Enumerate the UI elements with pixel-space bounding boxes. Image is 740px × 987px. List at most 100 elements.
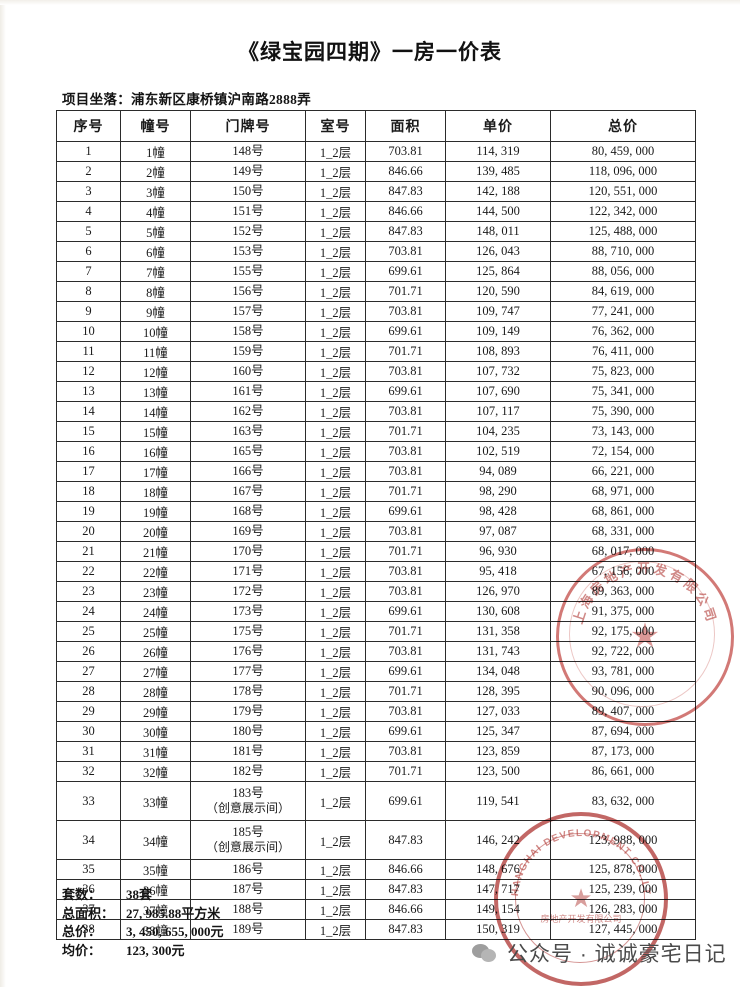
cell-total-price: 88, 056, 000 <box>550 261 696 282</box>
cell-total-price: 89, 407, 000 <box>550 701 696 722</box>
cell-unit-price: 131, 358 <box>445 621 551 642</box>
table-row: 8 8幢 156号 1_2层 701.71 120, 590 84, 619, 000 <box>56 281 696 302</box>
cell-room: 1_2层 <box>305 541 366 562</box>
cell-building: 15幢 <box>120 421 191 442</box>
cell-room: 1_2层 <box>305 681 366 702</box>
cell-room: 1_2层 <box>305 481 366 502</box>
door-number-main: 180号 <box>232 723 264 738</box>
cell-room: 1_2层 <box>305 621 366 642</box>
cell-door-number: 179号 <box>190 701 306 722</box>
cell-seq: 9 <box>56 301 121 322</box>
cell-building: 20幢 <box>120 521 191 542</box>
cell-room: 1_2层 <box>305 521 366 542</box>
door-number-main: 149号 <box>232 163 264 178</box>
cell-building: 18幢 <box>120 481 191 502</box>
cell-room: 1_2层 <box>305 401 366 422</box>
door-number-main: 185号 <box>232 824 264 839</box>
cell-area: 847.83 <box>365 181 446 202</box>
cell-unit-price: 148, 676 <box>445 859 551 880</box>
cell-area: 703.81 <box>365 361 446 382</box>
cell-total-price: 68, 017, 000 <box>550 541 696 562</box>
cell-total-price: 93, 781, 000 <box>550 661 696 682</box>
table-row: 24 24幢 173号 1_2层 699.61 130, 608 91, 375, 000 <box>56 601 696 622</box>
cell-building: 22幢 <box>120 561 191 582</box>
summary-row-total: 总价： 3, 450, 655, 000元 <box>62 923 224 942</box>
table-row: 4 4幢 151号 1_2层 846.66 144, 500 122, 342, 000 <box>56 201 696 222</box>
summary-value-average: 123, 300元 <box>126 942 185 958</box>
door-number-main: 186号 <box>232 861 264 876</box>
cell-building: 8幢 <box>120 281 191 302</box>
cell-building: 9幢 <box>120 301 191 322</box>
cell-building: 32幢 <box>120 761 191 782</box>
cell-room: 1_2层 <box>305 501 366 522</box>
price-table: 序号 幢号 门牌号 室号 面积 单价 总价 1 1幢 148号 1_2层 703.81 1… <box>56 110 696 940</box>
table-row: 20 20幢 169号 1_2层 703.81 97, 087 68, 331, 000 <box>56 521 696 542</box>
cell-total-price: 91, 375, 000 <box>550 601 696 622</box>
cell-total-price: 118, 096, 000 <box>550 161 696 182</box>
summary-row-average: 均价： 123, 300元 <box>62 942 224 961</box>
cell-seq: 2 <box>56 161 121 182</box>
cell-door-number: 173号 <box>190 601 306 622</box>
cell-seq: 3 <box>56 181 121 202</box>
wechat-icon <box>472 943 498 963</box>
cell-room: 1_2层 <box>305 241 366 262</box>
cell-building: 24幢 <box>120 601 191 622</box>
cell-door-number: 162号 <box>190 401 306 422</box>
cell-door-number: 186号 <box>190 859 306 880</box>
cell-seq: 31 <box>56 741 121 762</box>
door-number-main: 157号 <box>232 303 264 318</box>
cell-door-number: 151号 <box>190 201 306 222</box>
cell-room: 1_2层 <box>305 859 366 880</box>
cell-building: 13幢 <box>120 381 191 402</box>
cell-unit-price: 107, 690 <box>445 381 551 402</box>
column-header-total-price: 总价 <box>550 110 696 142</box>
door-number-main: 175号 <box>232 623 264 638</box>
cell-door-number: 148号 <box>190 141 306 162</box>
door-number-main: 177号 <box>232 663 264 678</box>
cell-total-price: 72, 154, 000 <box>550 441 696 462</box>
door-number-main: 171号 <box>232 563 264 578</box>
cell-unit-price: 148, 011 <box>445 221 551 242</box>
door-number-main: 183号 <box>232 785 264 800</box>
paper-edge-shading-left <box>0 0 6 987</box>
door-number-main: 151号 <box>232 203 264 218</box>
door-number-main: 169号 <box>232 523 264 538</box>
cell-seq: 19 <box>56 501 121 522</box>
cell-total-price: 126, 283, 000 <box>550 899 696 920</box>
table-row: 16 16幢 165号 1_2层 703.81 102, 519 72, 154, 000 <box>56 441 696 462</box>
cell-room: 1_2层 <box>305 221 366 242</box>
cell-area: 703.81 <box>365 241 446 262</box>
cell-seq: 11 <box>56 341 121 362</box>
door-number-main: 189号 <box>232 921 264 936</box>
cell-area: 701.71 <box>365 541 446 562</box>
cell-seq: 21 <box>56 541 121 562</box>
table-row: 3 3幢 150号 1_2层 847.83 142, 188 120, 551, 000 <box>56 181 696 202</box>
cell-door-number: 152号 <box>190 221 306 242</box>
summary-value-total: 3, 450, 655, 000元 <box>126 924 224 939</box>
summary-row-count: 套数： 38套 <box>62 886 224 905</box>
cell-room: 1_2层 <box>305 201 366 222</box>
cell-building: 31幢 <box>120 741 191 762</box>
cell-door-number: 177号 <box>190 661 306 682</box>
cell-seq: 8 <box>56 281 121 302</box>
cell-room: 1_2层 <box>305 461 366 482</box>
door-number-main: 170号 <box>232 543 264 558</box>
table-row: 17 17幢 166号 1_2层 703.81 94, 089 66, 221, 000 <box>56 461 696 482</box>
paper-edge-shading-top <box>0 0 740 5</box>
cell-building: 28幢 <box>120 681 191 702</box>
cell-area: 701.71 <box>365 621 446 642</box>
door-number-main: 172号 <box>232 583 264 598</box>
cell-room: 1_2层 <box>305 899 366 920</box>
cell-total-price: 125, 488, 000 <box>550 221 696 242</box>
wechat-watermark-label: 公众号 · 诚诚豪宅日记 <box>507 943 727 966</box>
cell-total-price: 125, 878, 000 <box>550 859 696 880</box>
table-row: 21 21幢 170号 1_2层 701.71 96, 930 68, 017, 000 <box>56 541 696 562</box>
cell-seq: 35 <box>56 859 121 880</box>
cell-door-number: 181号 <box>190 741 306 762</box>
table-header-row: 序号 幢号 门牌号 室号 面积 单价 总价 <box>56 110 696 142</box>
cell-door-number: 178号 <box>190 681 306 702</box>
cell-building: 33幢 <box>120 781 191 821</box>
cell-unit-price: 150, 319 <box>445 919 551 940</box>
door-number-main: 168号 <box>232 503 264 518</box>
door-number-main: 155号 <box>232 263 264 278</box>
